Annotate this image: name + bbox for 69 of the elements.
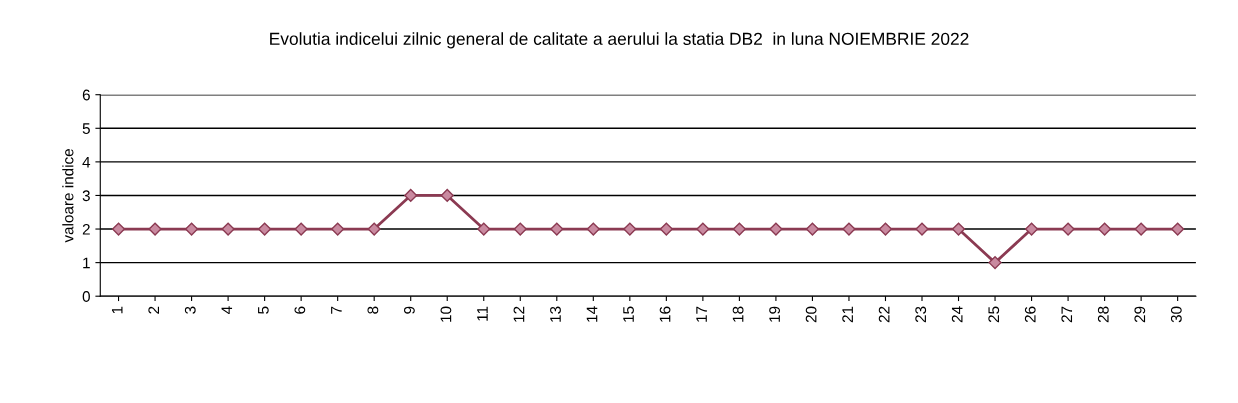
x-tick-label: 16 (659, 306, 671, 322)
point (988, 256, 1002, 270)
x-tick-label: 9 (403, 306, 415, 314)
x-tick-label: 6 (294, 306, 306, 314)
y-tick-label: 5 (82, 123, 90, 134)
point (1061, 222, 1075, 236)
x-tick-label: 3 (184, 306, 196, 314)
x-tick-label: 10 (440, 306, 452, 322)
point (550, 222, 564, 236)
point (477, 222, 491, 236)
point (915, 222, 929, 236)
point (111, 222, 126, 236)
x-tick-label: 2 (148, 306, 160, 314)
x-tick-label: 27 (1061, 306, 1073, 323)
x-tick-label: 18 (732, 306, 744, 322)
y-tick-label: 2 (82, 223, 90, 235)
x-tick-label: 13 (550, 306, 561, 322)
point (769, 222, 783, 236)
x-tick-label: 29 (1134, 306, 1146, 323)
point (294, 222, 308, 236)
point (732, 222, 746, 236)
y-tick-label: 6 (82, 89, 90, 101)
x-tick-label: 14 (586, 306, 598, 322)
x-tick-label: 25 (988, 306, 1000, 323)
y-tick-label: 3 (82, 190, 90, 202)
x-tick-label: 5 (258, 306, 269, 314)
x-tick-label: 30 (1170, 306, 1182, 323)
x-tick-label: 17 (696, 306, 707, 322)
point (258, 222, 272, 236)
x-tick-label: 15 (623, 306, 634, 322)
point (696, 222, 710, 236)
chart-title: Evolutia indicelui zilnic general de calitate a aerului la statia DB2 in luna NOIEMBRIE 2022 (270, 32, 969, 49)
x-tick-label: 21 (842, 306, 853, 323)
point (513, 222, 527, 236)
point (659, 222, 673, 236)
point (1134, 222, 1148, 236)
point (148, 222, 162, 236)
point (586, 222, 600, 236)
point (404, 188, 418, 203)
point (221, 222, 235, 236)
point (623, 222, 637, 236)
point (367, 222, 381, 236)
x-tick-label: 19 (769, 306, 781, 322)
point (805, 222, 820, 236)
point (878, 222, 893, 236)
x-tick-label: 24 (951, 306, 963, 323)
x-tick-label: 22 (878, 306, 890, 323)
y-tick-label: 1 (83, 257, 90, 269)
x-tick-label: 4 (221, 306, 233, 315)
point (1171, 222, 1185, 236)
x-tick-label: 23 (915, 306, 927, 323)
point (1024, 222, 1039, 236)
point (440, 188, 454, 203)
x-tick-label: 11 (477, 306, 488, 321)
y-tick-label: 0 (82, 291, 90, 302)
point (951, 222, 966, 236)
x-tick-label: 28 (1097, 306, 1109, 323)
x-tick-label: 8 (367, 306, 379, 314)
x-tick-label: 7 (331, 306, 342, 314)
point (1098, 222, 1112, 236)
x-tick-label: 1 (111, 306, 123, 314)
y-axis-title: valoare indice (62, 149, 74, 243)
x-tick-label: 26 (1024, 306, 1036, 323)
x-tick-label: 20 (805, 306, 817, 323)
y-tick-label: 4 (82, 156, 91, 168)
point (842, 222, 856, 236)
point (331, 222, 345, 236)
point (184, 222, 199, 236)
x-tick-label: 12 (513, 306, 525, 322)
